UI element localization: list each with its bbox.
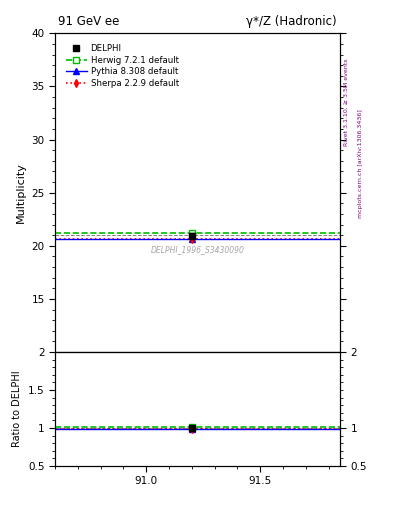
Y-axis label: Multiplicity: Multiplicity	[16, 162, 26, 223]
Text: DELPHI_1996_S3430090: DELPHI_1996_S3430090	[151, 246, 244, 254]
Legend: DELPHI, Herwig 7.2.1 default, Pythia 8.308 default, Sherpa 2.2.9 default: DELPHI, Herwig 7.2.1 default, Pythia 8.3…	[62, 41, 182, 92]
Text: γ*/Z (Hadronic): γ*/Z (Hadronic)	[246, 15, 337, 29]
Text: 91 GeV ee: 91 GeV ee	[58, 15, 119, 29]
Y-axis label: Ratio to DELPHI: Ratio to DELPHI	[13, 371, 22, 447]
Text: Rivet 3.1.10, ≥ 3.5M events: Rivet 3.1.10, ≥ 3.5M events	[344, 59, 349, 146]
Text: mcplots.cern.ch [arXiv:1306.3436]: mcplots.cern.ch [arXiv:1306.3436]	[358, 110, 363, 218]
